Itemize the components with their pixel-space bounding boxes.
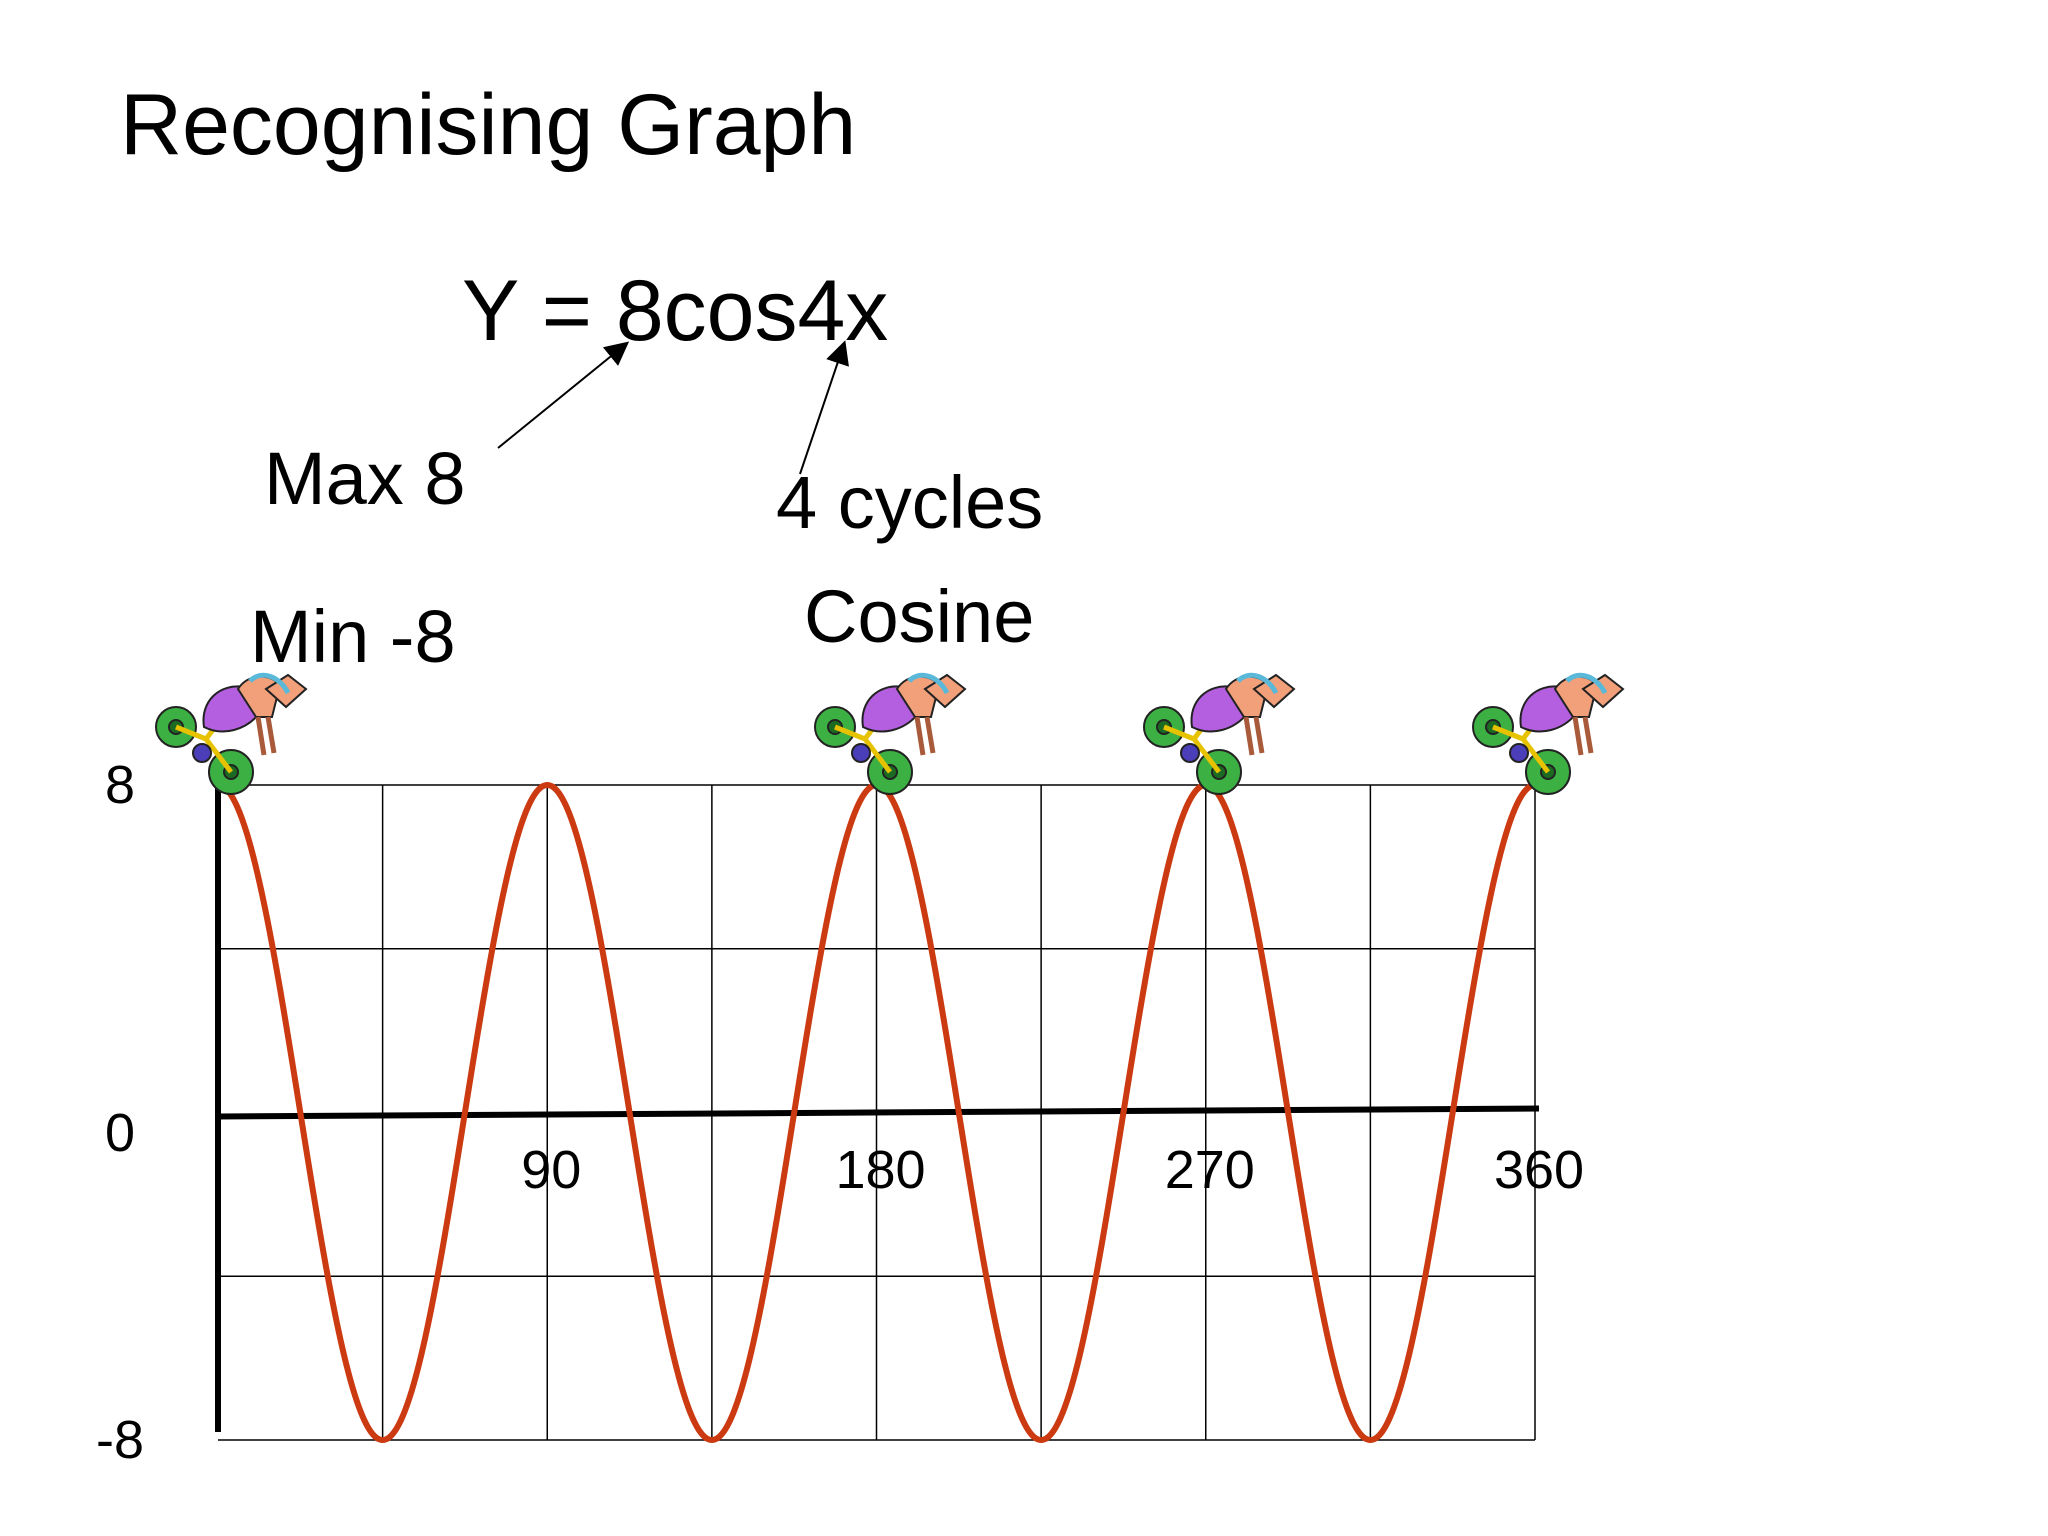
cyclist-icon bbox=[1463, 667, 1633, 807]
min-annotation: Min -8 bbox=[250, 595, 456, 678]
equation: Y = 8cos4x bbox=[462, 263, 889, 359]
x-tick-label-270: 270 bbox=[1164, 1139, 1255, 1200]
cycles-annotation-arrow bbox=[799, 340, 849, 475]
x-tick-label-360: 360 bbox=[1493, 1139, 1585, 1200]
x-axis bbox=[217, 1105, 1540, 1120]
y-tick-label-0: 0 bbox=[104, 1102, 136, 1163]
y-tick-label-neg8: -8 bbox=[95, 1410, 145, 1470]
max-annotation: Max 8 bbox=[264, 437, 466, 520]
cyclist-icon bbox=[146, 667, 316, 807]
x-tick-label-180: 180 bbox=[835, 1139, 926, 1200]
graph-type-annotation: Cosine bbox=[804, 575, 1035, 658]
cyclist-icon bbox=[1134, 667, 1304, 807]
y-tick-label-8: 8 bbox=[104, 755, 136, 815]
cyclist-icon bbox=[805, 667, 975, 807]
cycles-annotation: 4 cycles bbox=[776, 461, 1044, 544]
x-tick-label-90: 90 bbox=[521, 1139, 582, 1200]
axes bbox=[215, 777, 1540, 1432]
slide-title: Recognising Graph bbox=[120, 77, 857, 173]
max-annotation-arrow bbox=[497, 341, 630, 449]
